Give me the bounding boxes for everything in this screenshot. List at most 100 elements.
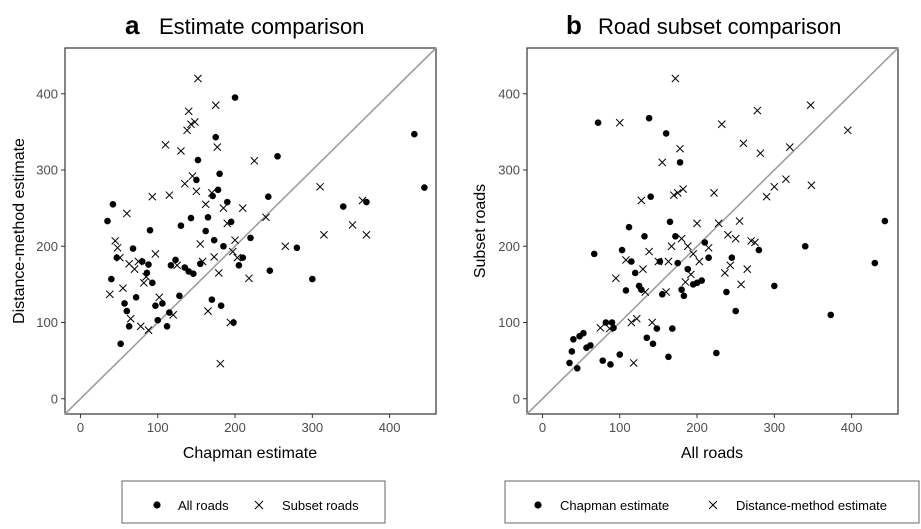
data-point-dot [108, 275, 115, 283]
data-point-dot [618, 246, 626, 254]
data-point-dot [172, 256, 179, 264]
data-point-dot [732, 307, 739, 315]
points-layer [566, 74, 889, 372]
data-point-x [627, 318, 636, 327]
data-point-dot [631, 269, 639, 277]
x-tick-label: 100 [609, 420, 631, 435]
data-point-x [184, 107, 193, 116]
data-point-dot [649, 340, 657, 348]
data-point-dot [676, 159, 684, 166]
data-point-x [726, 261, 735, 270]
identity-line-layer [64, 47, 437, 415]
data-point-x [648, 318, 657, 327]
data-point-x [724, 230, 732, 239]
data-point-dot [801, 242, 809, 250]
data-point-x [151, 249, 160, 258]
data-point-x [621, 256, 630, 264]
data-point-x [223, 219, 232, 228]
data-point-x [134, 257, 143, 266]
data-point-dot [628, 258, 635, 265]
data-point-dot [665, 353, 672, 361]
data-point-x [671, 74, 680, 83]
x-tick-label: 0 [539, 420, 546, 435]
data-point-x [126, 314, 135, 323]
data-point-dot [190, 270, 197, 278]
data-point-x [183, 126, 192, 135]
data-point-dot [274, 152, 281, 160]
x-tick-label: 100 [147, 420, 169, 435]
tick-layer: 0 100 200 300 400 0 100 200 300 400 [498, 86, 862, 435]
data-point-x [196, 240, 205, 248]
data-point-x [139, 278, 148, 287]
data-point-x [211, 101, 220, 110]
data-point-dot [202, 227, 209, 235]
data-point-x [190, 118, 199, 126]
identity-line [64, 47, 437, 415]
data-point-x [105, 290, 114, 299]
y-tick-label: 200 [36, 239, 58, 254]
data-point-dot [638, 286, 645, 294]
data-point-dot [616, 351, 624, 358]
data-point-dot [208, 296, 216, 303]
x-tick-label: 300 [301, 420, 323, 435]
data-point-x [250, 156, 259, 165]
data-point-dot [363, 198, 370, 206]
data-point-x [638, 265, 647, 274]
data-point-x [119, 284, 127, 293]
y-tick-label: 0 [51, 391, 58, 406]
data-point-x [115, 253, 124, 262]
x-axis-title: Chapman estimate [183, 445, 317, 462]
data-point-x [219, 204, 228, 213]
data-point-dot [163, 323, 171, 330]
data-point-dot [176, 292, 183, 300]
data-point-dot [217, 302, 225, 310]
data-point-x [641, 288, 650, 296]
data-point-dot [411, 130, 418, 138]
data-point-x [245, 274, 253, 283]
legend-box [121, 480, 386, 524]
data-point-dot [214, 186, 222, 194]
data-point-x [596, 323, 605, 332]
data-point-x [362, 230, 371, 239]
data-point-x [662, 288, 671, 296]
data-point-x [615, 118, 624, 127]
data-point-dot [599, 357, 607, 364]
data-point-dot [881, 217, 889, 225]
data-point-x [611, 274, 620, 283]
data-point-x [654, 257, 663, 266]
data-point-x [213, 143, 222, 152]
data-point-x [756, 149, 765, 158]
data-point-dot [264, 193, 272, 200]
data-point-dot [266, 267, 274, 274]
data-point-x [632, 314, 641, 323]
data-point-dot [247, 234, 254, 242]
data-point-dot [166, 309, 173, 316]
data-point-dot [149, 279, 156, 287]
data-point-dot [132, 294, 140, 301]
data-point-x [144, 326, 153, 335]
data-point-x [717, 120, 726, 129]
data-point-dot [339, 203, 347, 210]
data-point-dot [701, 239, 709, 246]
data-point-dot [146, 226, 154, 234]
data-point-x [155, 293, 164, 302]
data-point-dot [713, 349, 720, 357]
data-point-dot [220, 242, 227, 250]
data-point-dot [625, 223, 633, 231]
data-point-x [664, 257, 673, 266]
data-point-x [281, 242, 290, 251]
data-point-dot [109, 201, 117, 208]
tick-layer: 0 100 200 300 400 0 100 200 300 400 [36, 86, 400, 435]
data-point-dot [755, 246, 763, 254]
data-point-x [770, 182, 779, 191]
y-axis-title: Subset roads [472, 184, 489, 278]
data-point-dot [669, 325, 676, 332]
x-tick-label: 200 [224, 420, 246, 435]
data-point-dot [647, 193, 654, 200]
x-tick-label: 400 [379, 420, 401, 435]
panel-a: a Estimate comparison 0 100 200 300 400 0 100 2… [11, 10, 437, 524]
data-point-x [122, 209, 131, 218]
data-point-dot [117, 340, 124, 348]
data-point-x [316, 182, 325, 191]
data-point-x [233, 253, 242, 262]
